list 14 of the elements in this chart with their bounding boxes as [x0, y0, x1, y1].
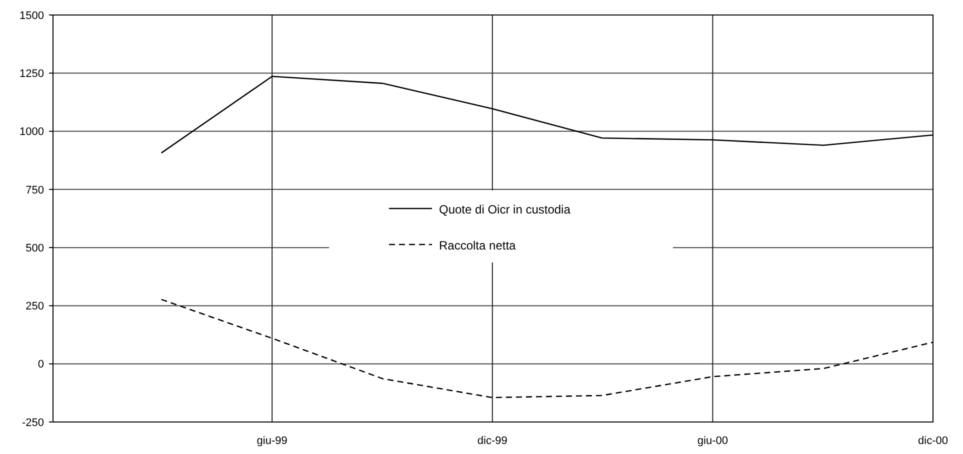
y-tick-label: 250	[26, 300, 44, 313]
legend-label: Raccolta netta	[439, 238, 516, 252]
y-tick-label: 750	[26, 184, 44, 196]
legend-label: Quote di Oicr in custodia	[439, 202, 571, 216]
y-tick-label: 0	[38, 358, 44, 371]
y-tick-label: 500	[26, 242, 44, 254]
x-tick-label: dic-00	[918, 435, 948, 447]
y-tick-label: -250	[22, 416, 44, 429]
y-tick-label: 1000	[20, 126, 44, 138]
x-tick-label: dic-99	[477, 435, 508, 447]
y-tick-label: 1500	[20, 10, 44, 22]
x-tick-label: giu-00	[697, 435, 728, 447]
x-tick-label: giu-99	[256, 435, 288, 447]
y-tick-label: 1250	[20, 68, 44, 80]
